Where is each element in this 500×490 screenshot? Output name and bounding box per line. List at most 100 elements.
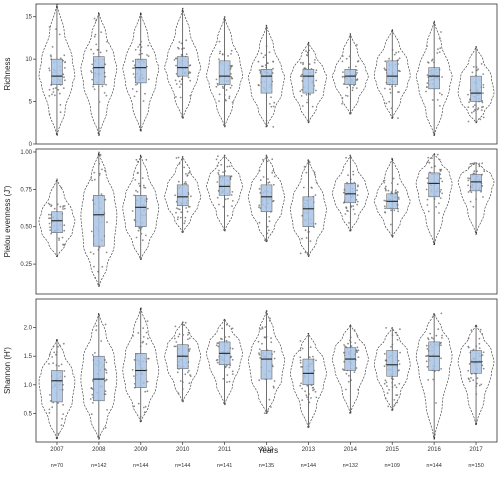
- data-point: [426, 348, 429, 350]
- data-point: [62, 404, 64, 406]
- data-point: [430, 166, 433, 169]
- violin-outline: [164, 156, 202, 233]
- data-point: [268, 319, 271, 322]
- violin-2014: [332, 324, 369, 414]
- data-point: [272, 385, 275, 388]
- data-point: [226, 381, 228, 383]
- data-point: [356, 189, 358, 192]
- data-point: [262, 65, 264, 68]
- data-point: [140, 40, 143, 43]
- data-point: [272, 199, 275, 202]
- data-point: [384, 397, 387, 400]
- data-point: [90, 48, 92, 51]
- data-point: [222, 205, 225, 208]
- data-point: [185, 53, 188, 55]
- data-point: [262, 56, 265, 59]
- data-point: [174, 79, 177, 82]
- data-point: [133, 375, 135, 377]
- data-point: [98, 127, 100, 129]
- data-point: [228, 335, 231, 338]
- data-point: [63, 54, 66, 57]
- data-point: [137, 46, 140, 48]
- data-point: [231, 370, 234, 373]
- data-point: [95, 325, 98, 327]
- data-point: [97, 435, 99, 438]
- data-point: [59, 205, 62, 208]
- data-point: [383, 181, 386, 184]
- data-point: [433, 198, 436, 200]
- data-point: [259, 357, 261, 359]
- data-point: [49, 226, 51, 229]
- data-point: [142, 100, 145, 102]
- data-point: [427, 379, 430, 381]
- data-point: [272, 386, 275, 389]
- data-point: [440, 344, 442, 347]
- data-point: [388, 57, 390, 60]
- data-point: [178, 41, 181, 43]
- data-point: [395, 394, 397, 396]
- data-point: [145, 331, 148, 334]
- y-tick-label: 0.75: [20, 187, 32, 193]
- violin-2014: [332, 154, 369, 232]
- data-point: [177, 180, 180, 183]
- violin-2012: [248, 154, 285, 242]
- data-point: [273, 101, 276, 104]
- data-point: [470, 329, 473, 332]
- data-point: [395, 51, 397, 54]
- data-point: [270, 406, 272, 408]
- sample-size-label: n=144: [426, 463, 441, 469]
- data-point: [257, 84, 260, 86]
- data-point: [63, 205, 66, 207]
- data-point: [425, 344, 428, 347]
- data-point: [343, 351, 345, 354]
- data-point: [57, 402, 59, 404]
- data-point: [425, 188, 428, 191]
- data-point: [435, 206, 437, 208]
- data-point: [62, 243, 64, 246]
- data-point: [258, 353, 261, 356]
- data-point: [95, 329, 98, 332]
- data-point: [225, 323, 228, 326]
- violin-2016: [415, 312, 453, 440]
- data-point: [299, 90, 302, 93]
- data-point: [222, 87, 225, 89]
- data-point: [174, 337, 176, 340]
- data-point: [299, 75, 302, 78]
- data-point: [180, 42, 183, 45]
- data-point: [49, 394, 51, 396]
- data-point: [218, 58, 220, 61]
- data-point: [147, 44, 150, 47]
- data-point: [483, 170, 486, 173]
- violin-2011: [206, 154, 243, 232]
- data-point: [48, 217, 50, 220]
- data-point: [221, 327, 224, 330]
- data-point: [141, 52, 143, 55]
- data-point: [353, 84, 355, 87]
- data-point: [147, 207, 149, 210]
- data-point: [478, 342, 481, 345]
- sample-size-label: n=70: [51, 463, 63, 469]
- data-point: [346, 209, 348, 212]
- data-point: [440, 357, 442, 360]
- data-point: [53, 207, 56, 210]
- data-point: [438, 51, 441, 53]
- data-point: [391, 182, 393, 184]
- data-point: [178, 333, 181, 336]
- data-point: [59, 104, 62, 106]
- data-point: [147, 357, 149, 360]
- box: [218, 60, 231, 85]
- violin-2015: [373, 157, 411, 238]
- data-point: [467, 377, 470, 380]
- data-point: [467, 184, 469, 187]
- data-point: [266, 160, 269, 163]
- data-point: [305, 54, 308, 56]
- data-point: [105, 371, 108, 374]
- data-point: [105, 94, 108, 97]
- data-point: [216, 361, 219, 364]
- data-point: [482, 367, 485, 370]
- data-point: [58, 365, 60, 367]
- data-point: [180, 83, 183, 86]
- data-point: [384, 87, 386, 90]
- data-point: [267, 178, 269, 180]
- data-point: [187, 205, 190, 208]
